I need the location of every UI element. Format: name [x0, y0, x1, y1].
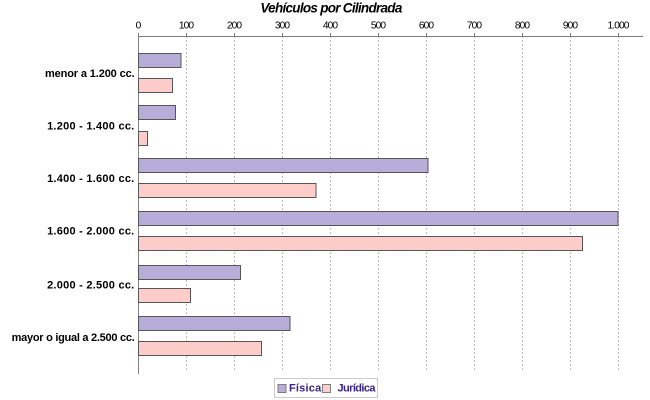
svg-text:700: 700 [467, 21, 483, 32]
svg-text:1.600 - 2.000 cc.: 1.600 - 2.000 cc. [47, 226, 134, 238]
svg-text:900: 900 [563, 21, 579, 32]
svg-text:0: 0 [136, 21, 142, 32]
svg-text:Vehículos por Cilindrada: Vehículos por Cilindrada [260, 1, 402, 16]
svg-text:1.400 - 1.600 cc.: 1.400 - 1.600 cc. [47, 173, 134, 185]
svg-text:1.200 - 1.400 cc.: 1.200 - 1.400 cc. [47, 121, 134, 133]
svg-text:400: 400 [323, 21, 339, 32]
svg-text:2.000 - 2.500 cc.: 2.000 - 2.500 cc. [47, 280, 134, 292]
svg-text:800: 800 [515, 21, 531, 32]
svg-text:menor a 1.200 cc.: menor a 1.200 cc. [45, 68, 135, 80]
svg-text:Física: Física [289, 383, 322, 395]
svg-text:1.000: 1.000 [608, 21, 630, 32]
svg-text:500: 500 [371, 21, 387, 32]
svg-text:300: 300 [275, 21, 291, 32]
svg-text:200: 200 [227, 21, 243, 32]
svg-text:600: 600 [419, 21, 435, 32]
svg-text:mayor o igual a 2.500 cc.: mayor o igual a 2.500 cc. [12, 332, 135, 344]
svg-text:Jurídica: Jurídica [338, 383, 377, 395]
svg-text:100: 100 [179, 21, 195, 32]
